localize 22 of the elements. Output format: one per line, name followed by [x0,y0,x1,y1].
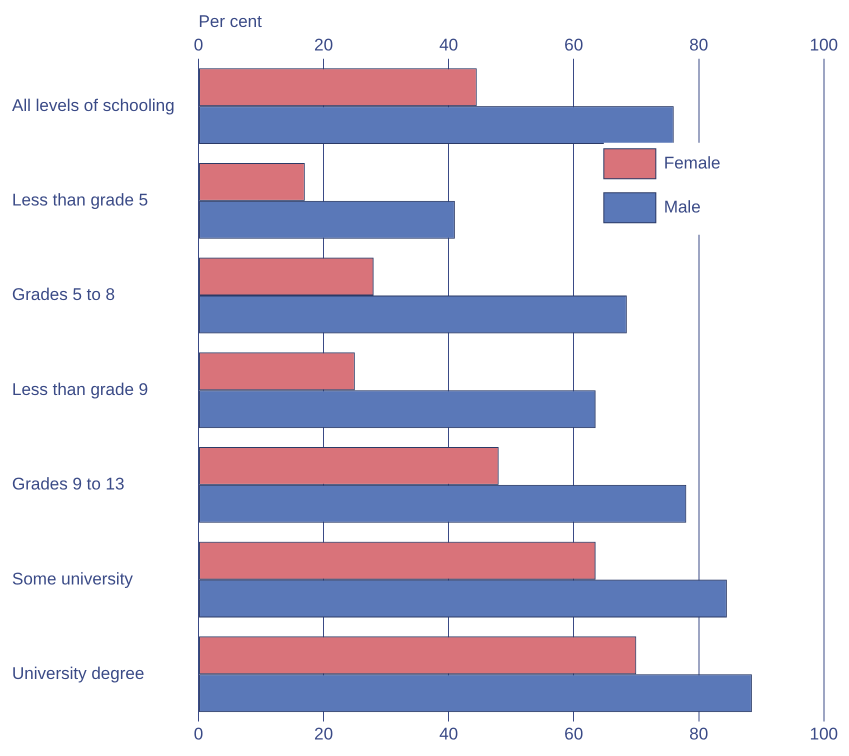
x-tick-label: 100 [810,724,838,744]
y-tick-label: Grades 9 to 13 [12,474,124,494]
x2-tick-label: 60 [564,35,584,54]
y-tick-label: Less than grade 5 [12,190,148,210]
x2-tick-label: 100 [810,35,838,54]
x2-tick-label: 0 [194,35,204,54]
legend-label: Female [664,153,721,172]
x2-tick-label: 40 [439,35,458,54]
y-tick-label: Less than grade 9 [12,380,148,399]
x2-axis-title: Per cent [198,12,262,31]
y-tick-label: Grades 5 to 8 [12,285,116,304]
x2-tick-label: 80 [689,35,708,54]
y-tick-label: All levels of schooling [12,96,175,115]
x-tick-label: 0 [194,724,204,744]
x-tick-label: 60 [564,724,584,744]
x2-tick-label: 20 [314,35,334,54]
y-tick-label: University degree [12,664,144,683]
y-tick-label: Some university [12,569,134,588]
legend-label: Male [664,197,701,216]
x-tick-label: 40 [439,724,458,744]
x-tick-label: 20 [314,724,334,744]
x-tick-label: 80 [689,724,708,744]
